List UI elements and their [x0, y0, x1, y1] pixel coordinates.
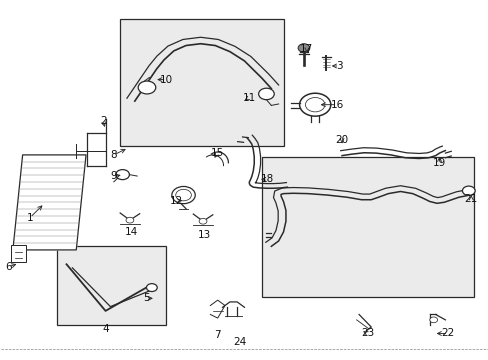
Circle shape — [199, 219, 206, 224]
Text: 11: 11 — [242, 93, 256, 103]
Circle shape — [138, 81, 156, 94]
Text: 10: 10 — [160, 75, 173, 85]
Text: 4: 4 — [102, 324, 109, 334]
Text: 23: 23 — [360, 328, 373, 338]
Text: 15: 15 — [211, 148, 224, 158]
Bar — [261, 157, 473, 297]
Circle shape — [126, 217, 134, 223]
Text: 8: 8 — [110, 150, 117, 160]
Bar — [120, 19, 283, 146]
Text: 6: 6 — [5, 262, 12, 272]
Circle shape — [258, 88, 274, 100]
Text: 18: 18 — [261, 174, 274, 184]
Text: 14: 14 — [124, 227, 138, 237]
Circle shape — [171, 186, 195, 204]
Text: 16: 16 — [330, 100, 343, 110]
Bar — [11, 244, 26, 262]
Text: 13: 13 — [198, 230, 211, 239]
Circle shape — [175, 189, 191, 201]
Circle shape — [305, 98, 325, 112]
Circle shape — [116, 170, 129, 180]
Text: 21: 21 — [464, 194, 477, 204]
Text: 5: 5 — [143, 293, 150, 303]
Bar — [57, 246, 166, 325]
Text: 22: 22 — [441, 328, 454, 338]
Circle shape — [299, 93, 330, 116]
Circle shape — [298, 44, 309, 52]
Text: 2: 2 — [100, 116, 106, 126]
Circle shape — [429, 317, 437, 323]
Circle shape — [462, 186, 474, 195]
Text: 20: 20 — [335, 135, 348, 145]
Text: 24: 24 — [232, 337, 246, 347]
Circle shape — [146, 284, 157, 292]
Text: 1: 1 — [26, 213, 33, 222]
Text: 19: 19 — [432, 158, 445, 168]
Text: 9: 9 — [110, 171, 117, 181]
Text: 17: 17 — [300, 44, 313, 54]
Text: 3: 3 — [336, 61, 342, 71]
Text: 7: 7 — [214, 330, 221, 340]
Text: 12: 12 — [169, 196, 183, 206]
Polygon shape — [13, 155, 86, 250]
